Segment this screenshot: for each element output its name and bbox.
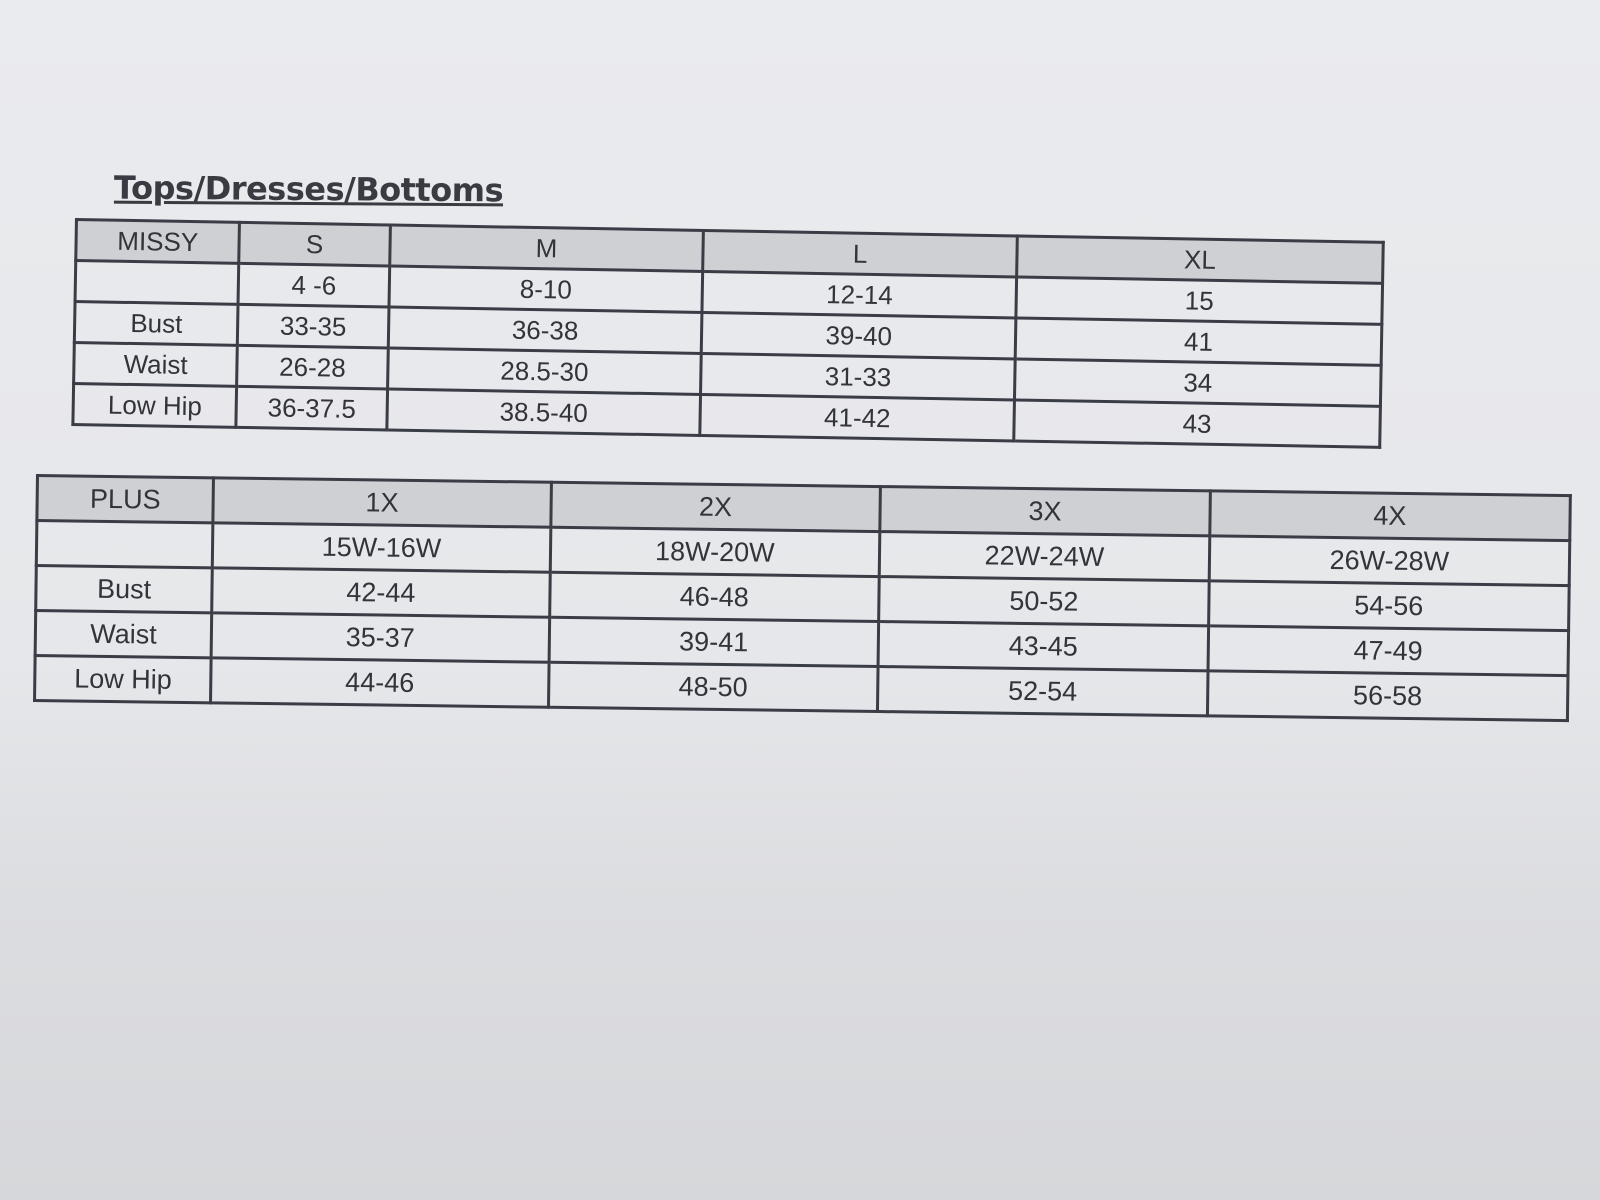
table-cell: 50-52 (878, 576, 1209, 626)
row-label-cell: Waist (73, 342, 238, 387)
table-cell: 15W-16W (212, 522, 551, 573)
row-label-cell: PLUS (36, 475, 214, 523)
table-cell: 31-33 (700, 353, 1016, 400)
table-cell: 43 (1013, 399, 1381, 448)
table-cell: 39-41 (548, 617, 879, 667)
column-header-cell: XL (1016, 235, 1384, 284)
row-label-cell: Low Hip (72, 383, 237, 428)
column-header-cell: 1X (213, 477, 551, 528)
row-label-cell (36, 520, 214, 568)
table-cell: 46-48 (549, 572, 880, 622)
column-header-cell: 3X (879, 486, 1211, 536)
missy-size-table: MISSY S M L XL 4 -6 8-10 12-14 15 Bust 33-35 36-38 3… (71, 218, 1384, 449)
table-cell: 26-28 (236, 345, 388, 389)
table-cell: 47-49 (1207, 625, 1569, 676)
table-cell: 44-46 (210, 657, 549, 708)
table-cell: 18W-20W (549, 527, 880, 577)
column-header-cell: M (389, 225, 704, 272)
plus-size-table: PLUS 1X 2X 3X 4X 15W-16W 18W-20W 22W-24W 26W-28W… (33, 474, 1572, 722)
table-cell: 28.5-30 (387, 347, 702, 395)
row-label-cell: MISSY (75, 219, 240, 264)
row-label-cell: Bust (74, 301, 239, 346)
row-label-cell: Waist (35, 610, 212, 658)
row-label-cell: Low Hip (34, 655, 212, 703)
table-cell: 41 (1015, 317, 1382, 366)
table-cell: 33-35 (237, 304, 389, 348)
section-title: Tops/Dresses/Bottoms (113, 168, 504, 210)
table-cell: 48-50 (548, 662, 879, 712)
row-label-cell: Bust (35, 565, 213, 613)
table-cell: 12-14 (702, 271, 1017, 318)
table-cell: 35-37 (211, 612, 550, 663)
column-header-cell: 2X (550, 482, 881, 532)
row-label-cell (75, 260, 240, 305)
table-cell: 43-45 (878, 621, 1209, 671)
table-cell: 15 (1015, 276, 1383, 325)
column-header-cell: S (239, 222, 391, 266)
column-header-cell: 4X (1209, 490, 1571, 541)
table-cell: 54-56 (1208, 580, 1570, 631)
table-cell: 4 -6 (238, 263, 390, 307)
table-cell: 52-54 (877, 666, 1208, 716)
table-cell: 26W-28W (1208, 535, 1570, 586)
table-cell: 34 (1014, 358, 1382, 407)
column-header-cell: L (703, 230, 1018, 277)
table-cell: 36-37.5 (236, 386, 388, 430)
table-cell: 36-38 (387, 306, 703, 354)
table-cell: 41-42 (700, 394, 1015, 441)
table-cell: 22W-24W (879, 531, 1210, 581)
table-cell: 56-58 (1207, 670, 1568, 721)
table-cell: 38.5-40 (386, 388, 701, 436)
table-cell: 8-10 (388, 265, 704, 313)
table-cell: 42-44 (211, 567, 550, 618)
table-cell: 39-40 (701, 312, 1016, 359)
